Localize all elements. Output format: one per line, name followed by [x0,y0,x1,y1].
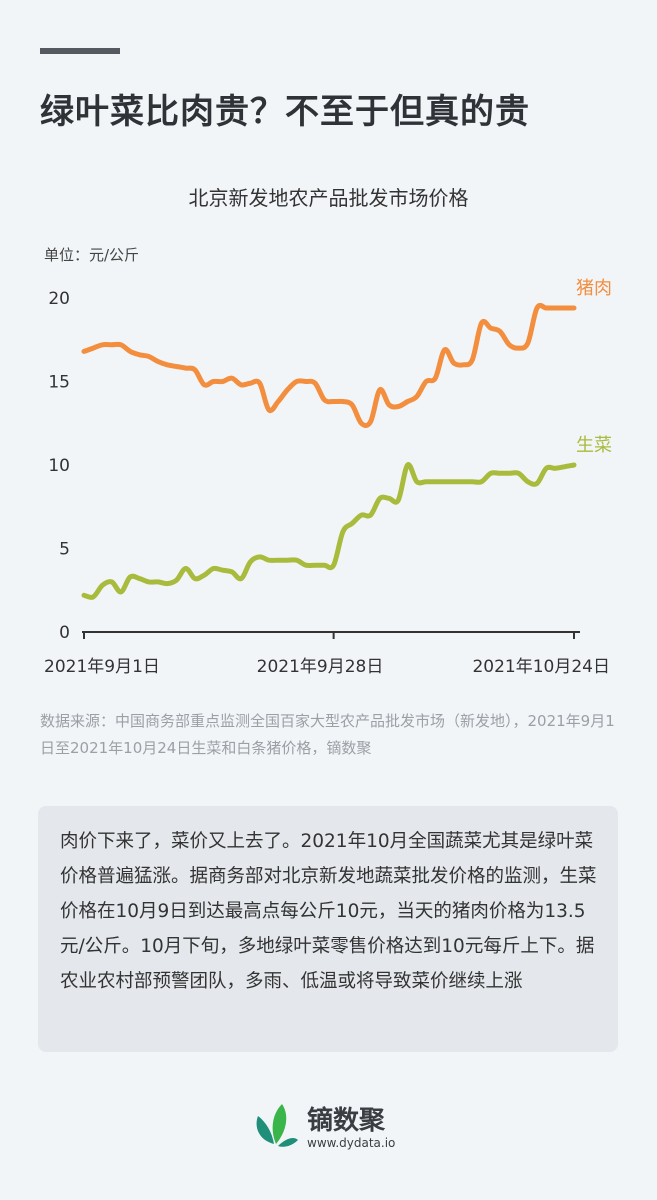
x-tick-label: 2021年9月28日 [257,657,384,677]
commentary-box: 肉价下来了，菜价又上去了。2021年10月全国蔬菜尤其是绿叶菜价格普遍猛涨。据商… [38,806,618,1052]
series-line-pork [81,302,577,429]
y-tick-label: 20 [48,289,70,309]
y-tick-label: 10 [48,456,70,476]
y-axis-ticks: 0 5 10 15 20 [48,289,70,643]
brand-url: www.dydata.io [307,1136,396,1150]
y-unit-label: 单位：元/公斤 [44,246,140,264]
page-headline: 绿叶菜比肉贵？不至于但真的贵 [40,92,530,132]
commentary-text: 肉价下来了，菜价又上去了。2021年10月全国蔬菜尤其是绿叶菜价格普遍猛涨。据商… [60,831,597,992]
series-line-lettuce [81,462,577,600]
x-axis-ticks: 2021年9月1日 2021年9月28日 2021年10月24日 [44,632,610,677]
x-tick-label: 2021年10月24日 [472,657,610,677]
source-note: 数据来源：中国商务部重点监测全国百家大型农产品批发市场（新发地），2021年9月… [40,712,615,757]
x-tick-label: 2021年9月1日 [44,657,160,677]
chart-title: 北京新发地农产品批发市场价格 [188,186,469,210]
series-label: 猪肉 [576,278,612,299]
y-tick-label: 0 [59,623,70,643]
brand-name: 镝数聚 [307,1106,386,1136]
y-tick-label: 5 [59,540,70,560]
y-tick-label: 15 [48,373,70,393]
leaf-logo-icon [256,1104,298,1147]
brand-logo: 镝数聚 www.dydata.io [252,1100,412,1160]
top-accent-bar [40,48,120,54]
series-label: 生菜 [576,435,612,456]
